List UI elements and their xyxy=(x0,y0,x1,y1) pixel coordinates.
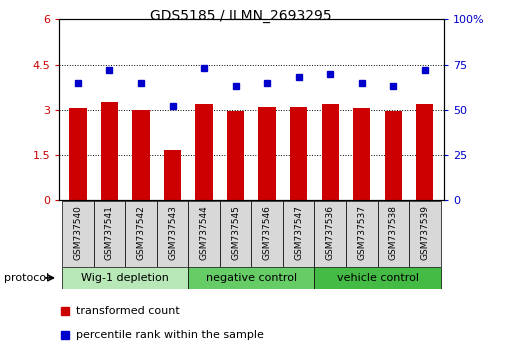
Bar xyxy=(94,201,125,267)
Text: GSM737536: GSM737536 xyxy=(326,205,334,260)
Text: GSM737544: GSM737544 xyxy=(200,205,209,260)
Text: GDS5185 / ILMN_2693295: GDS5185 / ILMN_2693295 xyxy=(150,9,332,23)
Text: percentile rank within the sample: percentile rank within the sample xyxy=(76,330,264,339)
Text: GSM737542: GSM737542 xyxy=(136,205,146,260)
Bar xyxy=(132,110,150,200)
Bar xyxy=(378,201,409,267)
Bar xyxy=(188,201,220,267)
Text: GSM737545: GSM737545 xyxy=(231,205,240,260)
Bar xyxy=(164,150,181,200)
Bar xyxy=(188,267,314,289)
Text: GSM737537: GSM737537 xyxy=(357,205,366,260)
Text: transformed count: transformed count xyxy=(76,306,180,316)
Bar xyxy=(385,111,402,200)
Text: GSM737541: GSM737541 xyxy=(105,205,114,260)
Text: vehicle control: vehicle control xyxy=(337,273,419,282)
Bar xyxy=(101,102,118,200)
Text: protocol: protocol xyxy=(4,273,49,283)
Bar xyxy=(227,111,244,200)
Bar xyxy=(69,108,87,200)
Bar xyxy=(416,104,433,200)
Text: Wig-1 depletion: Wig-1 depletion xyxy=(81,273,169,282)
Bar xyxy=(195,104,213,200)
Bar xyxy=(346,201,378,267)
Bar xyxy=(259,107,276,200)
Text: GSM737540: GSM737540 xyxy=(73,205,83,260)
Bar xyxy=(322,104,339,200)
Text: GSM737546: GSM737546 xyxy=(263,205,272,260)
Bar xyxy=(283,201,314,267)
Bar xyxy=(62,201,94,267)
Bar xyxy=(314,267,441,289)
Text: GSM737547: GSM737547 xyxy=(294,205,303,260)
Text: GSM737543: GSM737543 xyxy=(168,205,177,260)
Bar xyxy=(314,201,346,267)
Text: negative control: negative control xyxy=(206,273,297,282)
Bar xyxy=(157,201,188,267)
Bar xyxy=(409,201,441,267)
Text: GSM737538: GSM737538 xyxy=(389,205,398,260)
Bar xyxy=(353,108,370,200)
Bar xyxy=(220,201,251,267)
Bar xyxy=(62,267,188,289)
Text: GSM737539: GSM737539 xyxy=(420,205,429,260)
Bar xyxy=(290,107,307,200)
Bar xyxy=(251,201,283,267)
Bar xyxy=(125,201,157,267)
